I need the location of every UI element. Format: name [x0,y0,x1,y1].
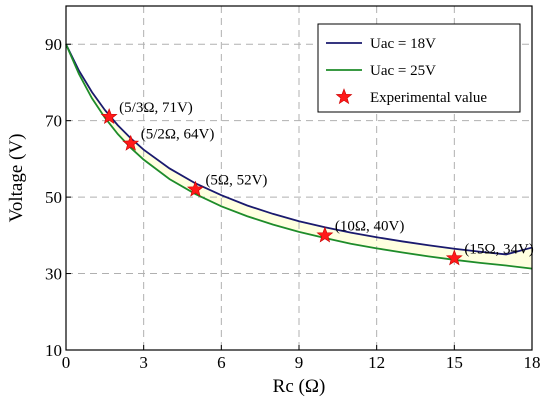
series-line [65,43,533,270]
y-tick-label: 90 [45,35,62,54]
legend-box [317,23,521,113]
data-label: (5/3Ω, 71V) [119,100,193,116]
y-axis-title: Voltage (V) [6,134,27,223]
experimental-point [122,134,140,151]
experimental-point [187,180,204,197]
data-label: (10Ω, 40V) [335,218,404,234]
x-tick-label: 12 [368,353,385,372]
legend-label: Uac = 18V [370,36,436,52]
data-label: (5Ω, 52V) [205,172,267,188]
x-axis-title: Rc (Ω) [273,376,326,397]
annotations: (5/3Ω, 71V) (5/2Ω, 64V) (5Ω, 52V) (10Ω, 40V… [119,100,534,257]
experimental-point [316,226,334,243]
x-tick-label: 15 [446,353,463,372]
x-tick-label: 0 [62,353,71,372]
x-tick-label: 9 [295,353,304,372]
y-tick-label: 10 [45,341,62,360]
data-label: (5/2Ω, 64V) [141,127,215,143]
x-tick-label: 18 [524,353,541,372]
x-tick-label: 3 [139,353,148,372]
axis-ticks: 0 3 6 9 12 15 18 10 30 50 70 90 [45,35,541,372]
y-tick-label: 50 [45,188,62,207]
y-tick-label: 70 [45,112,62,131]
data-label: (15Ω, 34V) [464,241,533,257]
experimental-point [445,249,463,266]
experimental-point [100,107,118,125]
legend-swatch-star [335,88,353,105]
legend-label: Experimental value [370,90,487,106]
y-tick-label: 30 [45,265,62,284]
x-tick-label: 6 [217,353,226,372]
experimental-markers [100,107,463,266]
legend-label: Uac = 25V [370,63,436,79]
legend: Uac = 18V Uac = 25V Experimental value [317,23,521,113]
